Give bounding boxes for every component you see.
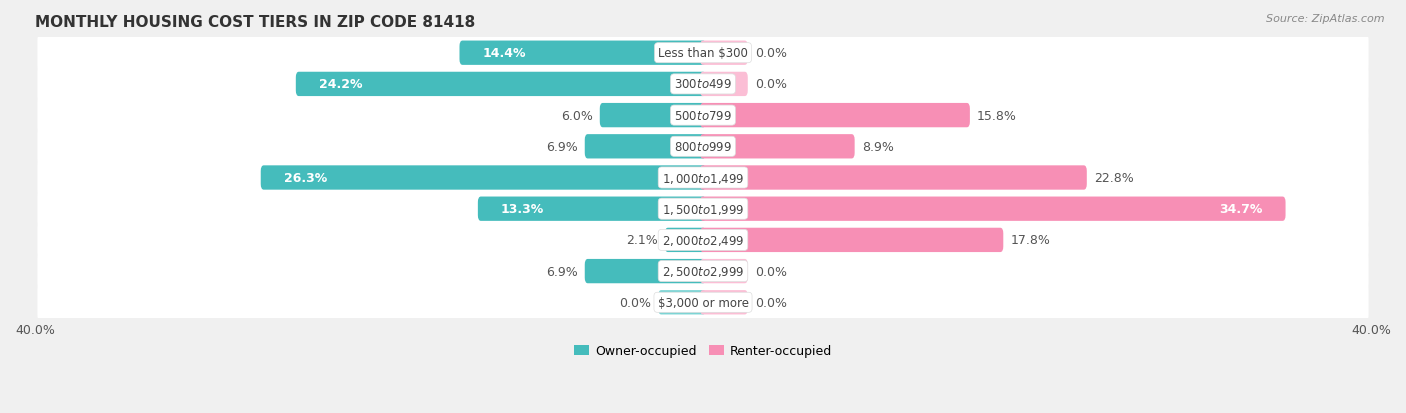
Text: 0.0%: 0.0% [755, 296, 787, 309]
Text: 14.4%: 14.4% [482, 47, 526, 60]
FancyBboxPatch shape [585, 135, 706, 159]
Text: $500 to $799: $500 to $799 [673, 109, 733, 122]
Text: $2,000 to $2,499: $2,000 to $2,499 [662, 233, 744, 247]
FancyBboxPatch shape [38, 250, 1368, 293]
FancyBboxPatch shape [700, 197, 1285, 221]
FancyBboxPatch shape [700, 166, 1087, 190]
Text: 13.3%: 13.3% [501, 203, 544, 216]
Text: 26.3%: 26.3% [284, 171, 328, 185]
Text: 0.0%: 0.0% [755, 47, 787, 60]
Text: 6.9%: 6.9% [546, 140, 578, 154]
FancyBboxPatch shape [38, 63, 1368, 106]
FancyBboxPatch shape [700, 259, 748, 284]
FancyBboxPatch shape [658, 290, 706, 315]
Text: 0.0%: 0.0% [619, 296, 651, 309]
Text: $300 to $499: $300 to $499 [673, 78, 733, 91]
Text: 8.9%: 8.9% [862, 140, 894, 154]
Text: 24.2%: 24.2% [319, 78, 363, 91]
FancyBboxPatch shape [460, 41, 706, 66]
FancyBboxPatch shape [38, 188, 1368, 231]
FancyBboxPatch shape [38, 94, 1368, 137]
Text: Less than $300: Less than $300 [658, 47, 748, 60]
Text: $1,500 to $1,999: $1,500 to $1,999 [662, 202, 744, 216]
Text: 22.8%: 22.8% [1094, 171, 1133, 185]
Legend: Owner-occupied, Renter-occupied: Owner-occupied, Renter-occupied [568, 339, 838, 362]
FancyBboxPatch shape [260, 166, 706, 190]
FancyBboxPatch shape [700, 73, 748, 97]
FancyBboxPatch shape [38, 157, 1368, 199]
Text: $1,000 to $1,499: $1,000 to $1,499 [662, 171, 744, 185]
Text: 34.7%: 34.7% [1219, 203, 1263, 216]
FancyBboxPatch shape [700, 41, 748, 66]
Text: 17.8%: 17.8% [1011, 234, 1050, 247]
FancyBboxPatch shape [700, 228, 1004, 252]
FancyBboxPatch shape [38, 281, 1368, 324]
Text: $800 to $999: $800 to $999 [673, 140, 733, 154]
Text: 0.0%: 0.0% [755, 78, 787, 91]
FancyBboxPatch shape [38, 32, 1368, 75]
FancyBboxPatch shape [585, 259, 706, 284]
Text: MONTHLY HOUSING COST TIERS IN ZIP CODE 81418: MONTHLY HOUSING COST TIERS IN ZIP CODE 8… [35, 15, 475, 30]
FancyBboxPatch shape [665, 228, 706, 252]
Text: 2.1%: 2.1% [626, 234, 658, 247]
FancyBboxPatch shape [478, 197, 706, 221]
Text: Source: ZipAtlas.com: Source: ZipAtlas.com [1267, 14, 1385, 24]
FancyBboxPatch shape [38, 126, 1368, 169]
Text: 0.0%: 0.0% [755, 265, 787, 278]
Text: $3,000 or more: $3,000 or more [658, 296, 748, 309]
FancyBboxPatch shape [295, 73, 706, 97]
Text: $2,500 to $2,999: $2,500 to $2,999 [662, 264, 744, 278]
Text: 6.9%: 6.9% [546, 265, 578, 278]
FancyBboxPatch shape [700, 290, 748, 315]
FancyBboxPatch shape [700, 135, 855, 159]
FancyBboxPatch shape [600, 104, 706, 128]
Text: 6.0%: 6.0% [561, 109, 593, 122]
FancyBboxPatch shape [700, 104, 970, 128]
FancyBboxPatch shape [38, 219, 1368, 262]
Text: 15.8%: 15.8% [977, 109, 1017, 122]
